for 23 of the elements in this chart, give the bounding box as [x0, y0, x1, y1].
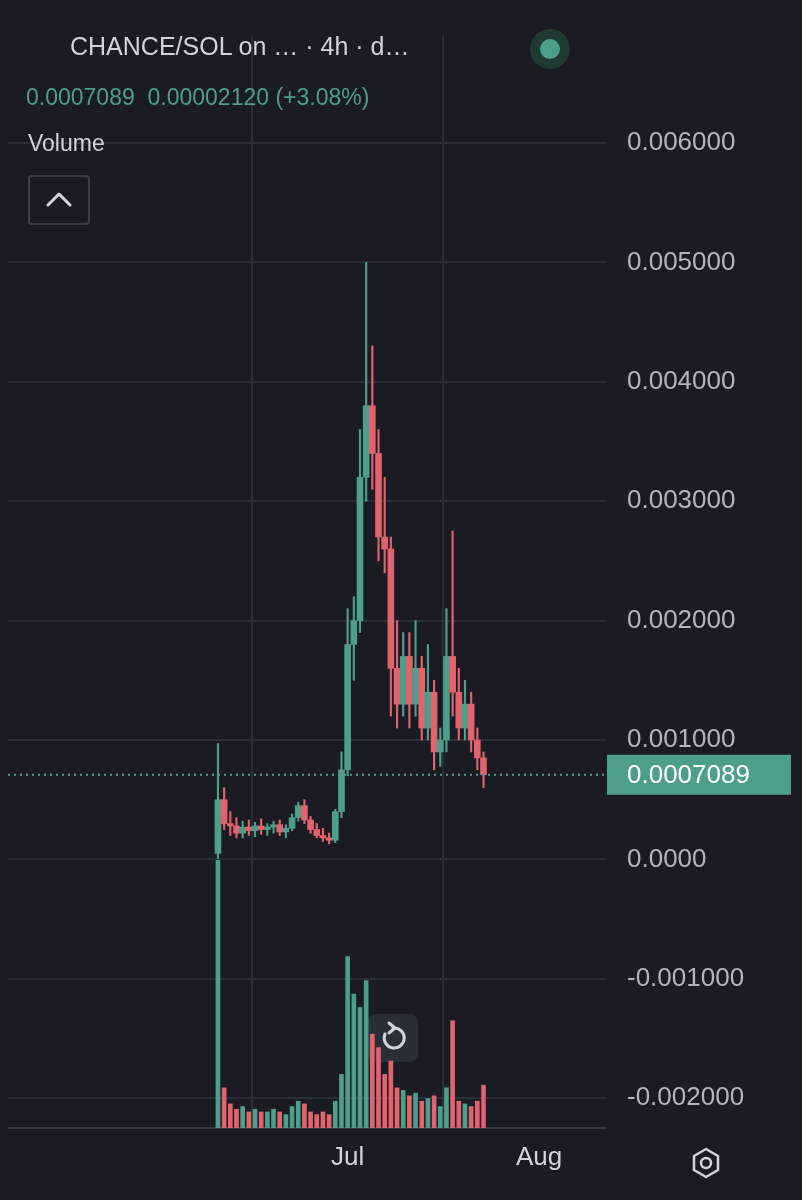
y-tick-label: 0.003000	[627, 484, 736, 515]
bar	[295, 1100, 301, 1128]
x-tick-label: Aug	[515, 1140, 563, 1171]
y-tick-label: 0.004000	[627, 365, 736, 395]
ref-line-label: 0.0007089	[627, 758, 750, 789]
chart-title: CHANCE/SOL on … · 4h · d…	[70, 32, 410, 61]
bar	[258, 1111, 264, 1128]
bar	[240, 1106, 245, 1128]
bar	[419, 1100, 425, 1128]
bar	[277, 1111, 283, 1128]
y-tick-label: 0.0000	[627, 842, 707, 873]
y-tick-label: 0.005000	[627, 245, 736, 276]
y-tick-label: 0.006000	[627, 126, 736, 157]
x-tick-label: Jul	[331, 1140, 365, 1171]
y-tick-label: -0.002000	[627, 1081, 745, 1112]
text: 0.0007089 0.00002120 (+3.08%)	[26, 84, 370, 111]
y-tick-label: -0.001000	[627, 961, 745, 992]
chart-title: Volume	[28, 130, 105, 157]
bar	[400, 1090, 406, 1128]
y-tick-label: 0.001000	[627, 723, 736, 754]
bar	[413, 1092, 418, 1128]
y-tick-label: 0.002000	[627, 603, 736, 634]
bar	[407, 1095, 412, 1128]
